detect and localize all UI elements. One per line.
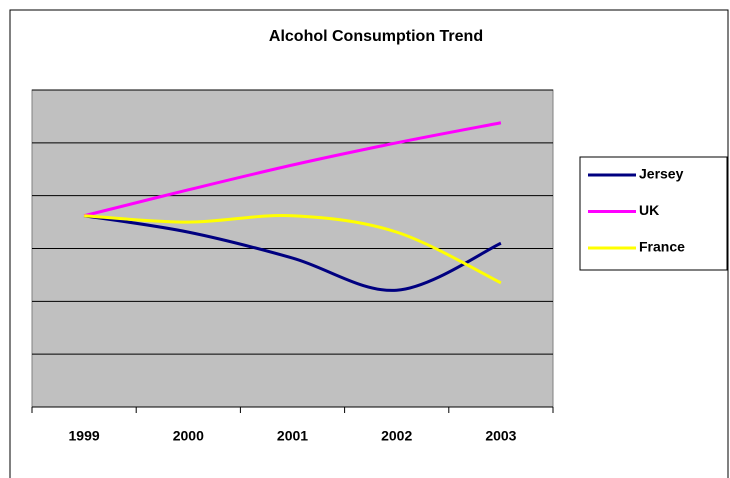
series-line bbox=[83, 214, 502, 292]
legend-label: France bbox=[639, 239, 685, 255]
x-tick-label: 1999 bbox=[69, 428, 100, 444]
series-line bbox=[84, 214, 502, 285]
chart-title: Alcohol Consumption Trend bbox=[269, 28, 483, 45]
x-tick-label: 2002 bbox=[381, 428, 412, 444]
x-tick-label: 2003 bbox=[485, 428, 516, 444]
x-tick-label: 2000 bbox=[173, 428, 204, 444]
legend-label: UK bbox=[639, 202, 659, 218]
x-tick-label: 2001 bbox=[277, 428, 308, 444]
series-line bbox=[83, 121, 502, 218]
legend-label: Jersey bbox=[639, 166, 684, 182]
